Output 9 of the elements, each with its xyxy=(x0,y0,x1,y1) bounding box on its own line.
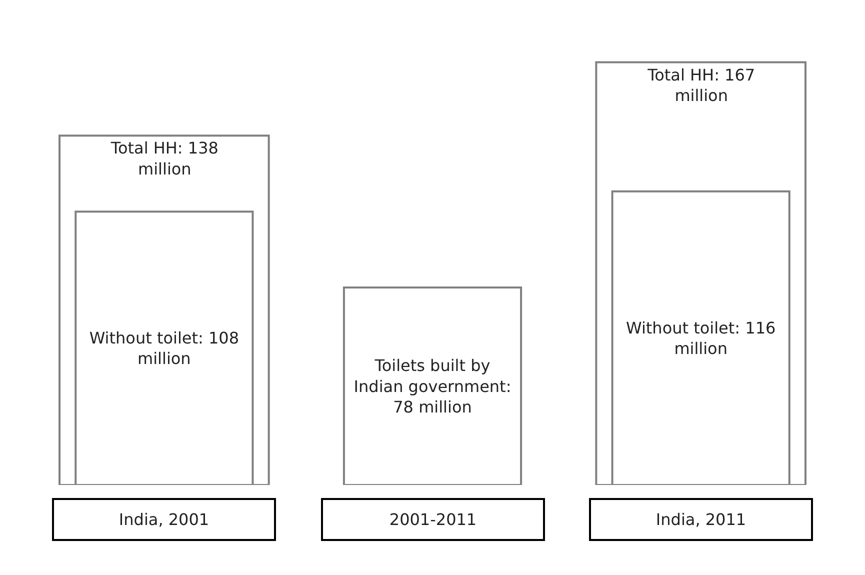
data-label: Total HH: 138 million xyxy=(110,138,218,178)
data-label: Without toilet: 108 million xyxy=(89,328,240,368)
bar xyxy=(342,286,522,485)
data-label: Total HH: 167 million xyxy=(646,65,756,106)
x-tick-label: India, 2011 xyxy=(656,510,746,529)
data-label: Toilets built by Indian government: 78 million xyxy=(354,356,512,417)
data-label: Without toilet: 116 million xyxy=(626,318,776,358)
x-tick-label: India, 2001 xyxy=(118,510,210,529)
x-tick-label: 2001-2011 xyxy=(389,510,477,529)
